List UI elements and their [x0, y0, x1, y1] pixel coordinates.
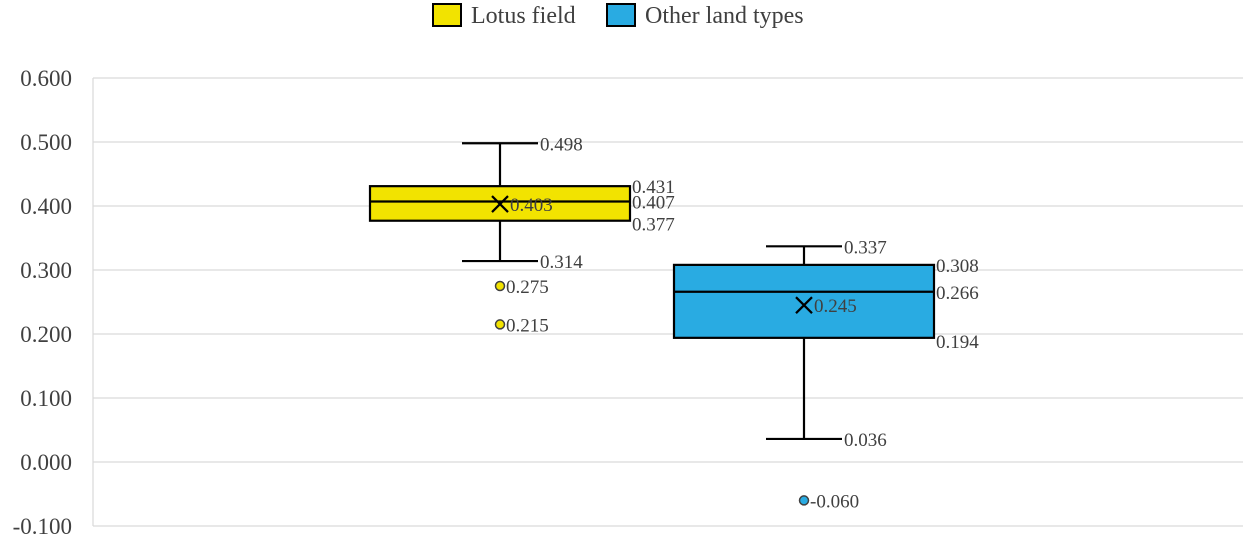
- mean-marker: [795, 296, 813, 314]
- y-tick-label: 0.300: [20, 258, 72, 283]
- legend-swatch: [606, 3, 636, 27]
- legend: Lotus field Other land types: [432, 3, 804, 29]
- whisker-low-label: 0.036: [844, 430, 887, 451]
- median-label: 0.407: [632, 193, 675, 214]
- outlier-label: -0.060: [810, 491, 859, 512]
- outlier-point: [494, 280, 506, 292]
- mean-label: 0.403: [510, 195, 553, 216]
- legend-item: Lotus field: [432, 3, 576, 29]
- outlier-label: 0.275: [506, 277, 549, 298]
- y-tick-label: 0.200: [20, 322, 72, 347]
- whisker-high-label: 0.337: [844, 237, 887, 258]
- y-axis: 0.600 0.500 0.400 0.300 0.200 0.100 0.000 -0.10…: [13, 66, 72, 539]
- legend-label: Lotus field: [471, 3, 576, 29]
- y-tick-label: 0.400: [20, 194, 72, 219]
- mean-label: 0.245: [814, 296, 857, 317]
- y-tick-label: -0.100: [13, 514, 72, 539]
- mean-marker: [491, 195, 509, 213]
- y-tick-label: 0.600: [20, 66, 72, 91]
- legend-swatch: [432, 3, 462, 27]
- outlier-label: 0.215: [506, 315, 549, 336]
- grid-layer: [92, 77, 1243, 527]
- y-tick-label: 0.500: [20, 130, 72, 155]
- outlier-point: [494, 319, 506, 330]
- legend-label: Other land types: [645, 3, 804, 29]
- outlier-point: [798, 495, 810, 506]
- legend-item: Other land types: [606, 3, 804, 29]
- y-tick-label: 0.000: [20, 450, 72, 475]
- q3-label: 0.308: [936, 256, 979, 277]
- whisker-high-label: 0.498: [540, 134, 583, 155]
- whisker-low-label: 0.314: [540, 252, 583, 273]
- q3-label: 0.431: [632, 177, 675, 198]
- box-other-land-types: -0.060 0.337 0.036 0.308 0.266 0.194 0.245: [672, 237, 979, 512]
- iqr-box: [672, 263, 936, 339]
- median-label: 0.266: [936, 283, 979, 304]
- y-tick-label: 0.100: [20, 386, 72, 411]
- q1-label: 0.194: [936, 332, 979, 353]
- q1-label: 0.377: [632, 215, 675, 236]
